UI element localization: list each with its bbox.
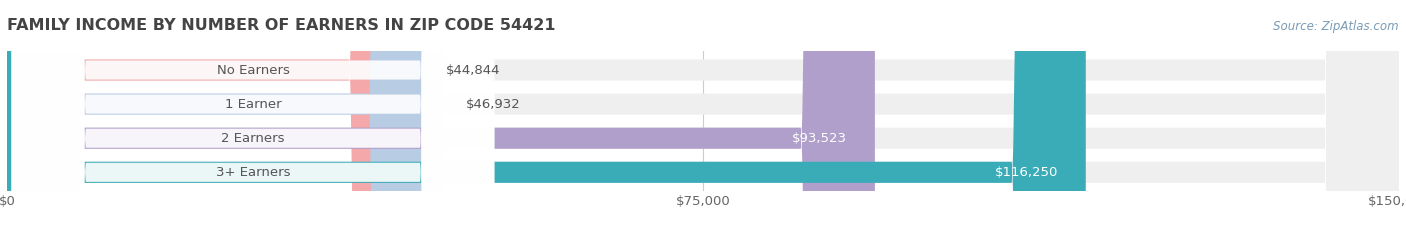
FancyBboxPatch shape (11, 0, 495, 233)
FancyBboxPatch shape (7, 0, 1399, 233)
Text: No Earners: No Earners (217, 64, 290, 76)
FancyBboxPatch shape (7, 0, 1085, 233)
FancyBboxPatch shape (11, 0, 495, 233)
Text: FAMILY INCOME BY NUMBER OF EARNERS IN ZIP CODE 54421: FAMILY INCOME BY NUMBER OF EARNERS IN ZI… (7, 18, 555, 33)
FancyBboxPatch shape (7, 0, 423, 233)
Text: Source: ZipAtlas.com: Source: ZipAtlas.com (1274, 20, 1399, 33)
Text: $46,932: $46,932 (465, 98, 520, 111)
FancyBboxPatch shape (11, 0, 495, 233)
FancyBboxPatch shape (7, 0, 1399, 233)
FancyBboxPatch shape (7, 0, 875, 233)
Text: $116,250: $116,250 (994, 166, 1057, 179)
Text: 3+ Earners: 3+ Earners (215, 166, 290, 179)
Text: $93,523: $93,523 (792, 132, 846, 145)
Text: $44,844: $44,844 (446, 64, 501, 76)
Text: 2 Earners: 2 Earners (221, 132, 284, 145)
FancyBboxPatch shape (7, 0, 1399, 233)
FancyBboxPatch shape (7, 0, 1399, 233)
FancyBboxPatch shape (7, 0, 443, 233)
FancyBboxPatch shape (11, 0, 495, 233)
Text: 1 Earner: 1 Earner (225, 98, 281, 111)
